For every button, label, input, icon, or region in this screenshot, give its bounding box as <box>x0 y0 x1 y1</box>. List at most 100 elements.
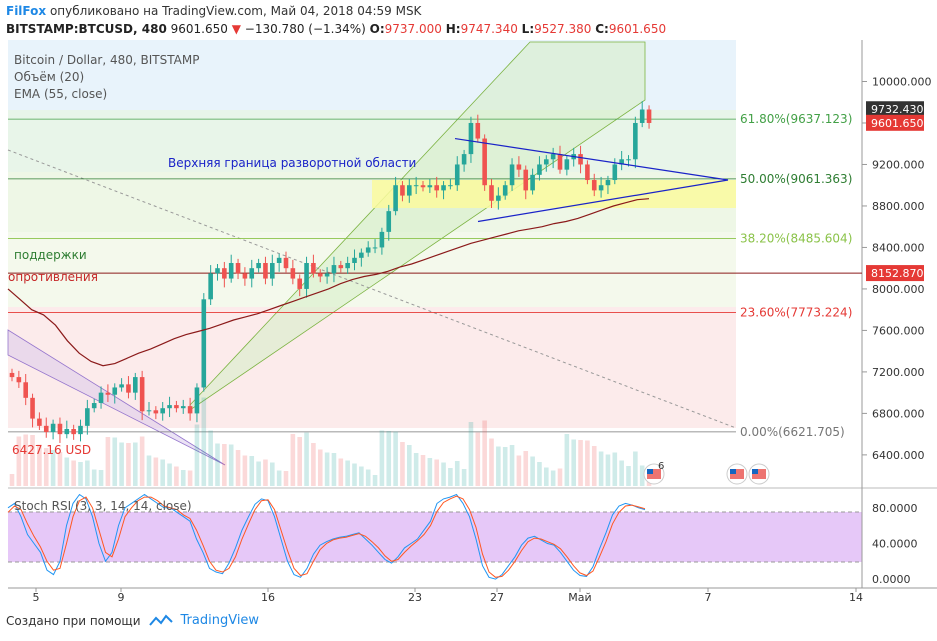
candle-body <box>194 387 200 414</box>
candle-body <box>502 185 508 196</box>
volume-bar <box>413 453 419 486</box>
volume-bar <box>126 443 131 486</box>
volume-bar <box>30 435 35 486</box>
candle-body <box>71 428 76 435</box>
candle-body <box>427 185 433 188</box>
price-tick-label: 7200.000 <box>872 366 925 379</box>
resistance-annotation: опротивления <box>8 270 98 284</box>
volume-bar <box>256 461 261 486</box>
candle-body <box>153 410 159 414</box>
time-tick-label: 9 <box>118 591 125 604</box>
volume-bar <box>571 439 576 486</box>
fib-label: 38.20%(8485.604) <box>740 232 852 246</box>
volume-bar <box>496 446 501 486</box>
volume-bar <box>167 463 172 486</box>
candle-body <box>393 185 398 212</box>
volume-bar <box>105 437 111 486</box>
candle-body <box>550 154 556 160</box>
candle-body <box>489 185 494 201</box>
price-tick-label: 7600.000 <box>872 324 925 337</box>
candle-body <box>454 164 460 186</box>
candle-body <box>359 252 364 258</box>
publish-line: FilFox опубликовано на TradingView.com, … <box>6 4 421 18</box>
candle-body <box>598 185 604 191</box>
candle-body <box>91 403 97 409</box>
fib-label: 61.80%(9637.123) <box>740 112 852 126</box>
candle-body <box>146 410 152 412</box>
volume-bar <box>626 466 631 486</box>
volume-bar <box>530 456 535 486</box>
close-value: 9601.650 <box>608 22 667 36</box>
candle-body <box>30 397 35 419</box>
price-tick-label: 10000.000 <box>872 75 932 88</box>
candle-body <box>324 273 330 277</box>
volume-bar <box>139 436 145 486</box>
time-tick-label: 7 <box>705 591 712 604</box>
volume-bar <box>612 452 618 486</box>
volume-bar <box>393 431 398 486</box>
candle-body <box>57 423 63 435</box>
candle-body <box>43 425 49 433</box>
candle-body <box>304 263 309 289</box>
volume-bar <box>174 466 179 486</box>
symbol-label: BITSTAMP:BTCUSD, 480 <box>6 22 167 36</box>
fib-label: 0.00%(6621.705) <box>740 425 845 439</box>
candle-body <box>338 265 344 269</box>
ema-legend[interactable]: EMA (55, close) <box>14 87 108 101</box>
volume-bar <box>365 469 371 486</box>
stoch-legend[interactable]: Stoch RSI (3, 3, 14, 14, close) <box>14 499 192 513</box>
volume-bar <box>578 440 583 486</box>
volume-bar <box>598 451 604 486</box>
volume-bar <box>324 452 330 486</box>
volume-bar <box>502 447 508 486</box>
open-value: 9737.000 <box>384 22 442 36</box>
candle-body <box>201 299 207 388</box>
volume-bar <box>112 437 118 486</box>
footer: Создано при помощи TradingView <box>6 613 259 628</box>
candle-body <box>160 408 165 414</box>
candle-body <box>564 159 570 170</box>
tradingview-brand[interactable]: TradingView <box>180 613 260 628</box>
volume-bar <box>407 445 412 486</box>
us-flag-canton <box>752 469 758 474</box>
stoch-tick-label: 40.0000 <box>872 537 918 550</box>
volume-bar <box>276 470 282 486</box>
price-tick-label: 8400.000 <box>872 241 925 254</box>
price-tag-label: 9601.650 <box>871 117 924 130</box>
candle-body <box>263 263 268 279</box>
us-flag-stripes <box>730 469 744 479</box>
reversal-zone-box <box>372 180 736 208</box>
candle-body <box>270 263 275 279</box>
chart-title[interactable]: Bitcoin / Dollar, 480, BITSTAMP <box>14 53 200 67</box>
volume-bar <box>215 443 220 486</box>
candle-body <box>523 169 529 191</box>
candle-body <box>256 263 261 269</box>
volume-bar <box>345 460 350 486</box>
volume-bar <box>119 442 124 486</box>
volume-legend[interactable]: Объём (20) <box>14 70 85 84</box>
stoch-d-line <box>7 495 646 578</box>
ema-line <box>7 198 650 367</box>
volume-bar <box>516 455 522 486</box>
volume-bar <box>557 468 563 486</box>
author-name[interactable]: FilFox <box>6 4 47 18</box>
candle-body <box>605 180 611 186</box>
volume-bar <box>160 459 165 486</box>
candle-body <box>612 164 618 181</box>
candle-body <box>222 268 227 279</box>
price-tag-bg <box>866 265 924 282</box>
volume-bar <box>550 470 556 486</box>
candle-body <box>187 406 193 414</box>
us-flag-canton <box>647 469 653 474</box>
time-tick-label: Май <box>568 591 591 604</box>
volume-bar <box>98 470 104 486</box>
candle-body <box>215 268 220 274</box>
candle-body <box>317 273 323 277</box>
volume-bar <box>448 468 453 486</box>
candle-body <box>365 247 371 253</box>
volume-bar <box>468 422 474 486</box>
candle-body <box>530 174 535 191</box>
volume-bar <box>270 462 275 486</box>
low-label: L: <box>521 22 535 36</box>
